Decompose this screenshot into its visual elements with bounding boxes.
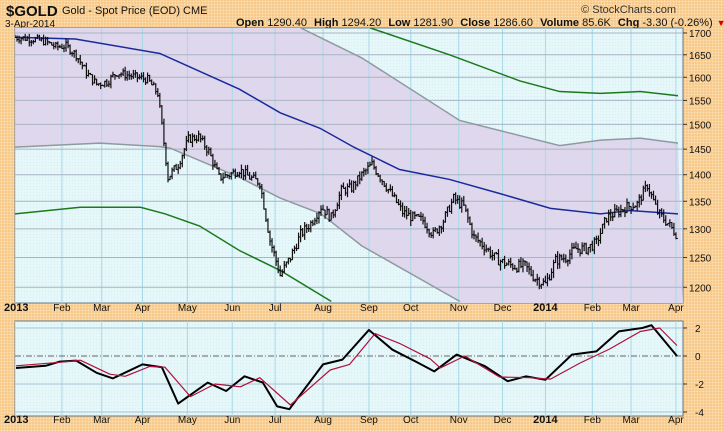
x-tick-label: 2013 (4, 302, 28, 314)
x-tick-label: May (178, 415, 197, 426)
x-tick-label: Apr (135, 415, 151, 426)
symbol: $GOLD (6, 3, 58, 20)
close-value: 1286.60 (493, 17, 534, 29)
lower-outer-band-line (15, 206, 332, 303)
y-tick-label: 1200 (689, 283, 712, 294)
x-tick-label: Oct (403, 303, 419, 314)
x-tick-label: Mar (93, 303, 111, 314)
y-tick-label: 1650 (689, 51, 712, 62)
x-tick-label: Jul (269, 303, 282, 314)
y-tick-label: 1500 (689, 120, 712, 131)
y-tick-label: 1300 (689, 225, 712, 236)
volume-value: 85.6K (582, 17, 611, 29)
x-tick-label: Dec (494, 415, 512, 426)
y-tick-label: -2 (695, 380, 704, 391)
upper-outer-band-line (369, 28, 679, 97)
chart-date: 3-Apr-2014 (5, 19, 56, 30)
open-label: Open (236, 17, 265, 29)
y-tick-label: -4 (695, 408, 704, 419)
low-label: Low (388, 17, 411, 29)
brand-logo[interactable]: © StockCharts.com (581, 4, 676, 16)
x-tick-label: Nov (450, 415, 468, 426)
open-value: 1290.40 (267, 17, 307, 29)
upper-inner-band-line (300, 28, 679, 147)
chg-value: -3.30 (-0.26%) (642, 17, 713, 29)
y-tick-label: 1700 (689, 29, 712, 40)
x-tick-label: Feb (584, 303, 602, 314)
high-value: 1294.20 (341, 17, 382, 29)
y-tick-label: 1400 (689, 171, 712, 182)
price-bar (673, 232, 678, 240)
x-tick-label: Aug (314, 415, 332, 426)
x-tick-label: May (178, 303, 197, 314)
x-tick-label: Oct (403, 415, 419, 426)
y-tick-label: 2 (695, 324, 701, 335)
x-tick-label: 2014 (533, 414, 558, 426)
x-tick-label: 2014 (533, 302, 558, 314)
low-value: 1281.90 (413, 17, 454, 29)
security-name: Gold - Spot Price (EOD) CME (62, 5, 208, 17)
center-line-line (15, 36, 679, 215)
x-tick-label: Mar (93, 415, 111, 426)
x-tick-label: Jun (224, 303, 240, 314)
volume-label: Volume (540, 17, 580, 29)
x-tick-label: Apr (668, 415, 684, 426)
x-tick-label: Mar (622, 303, 640, 314)
x-tick-label: Mar (622, 415, 640, 426)
oscillator-line (15, 324, 678, 411)
close-label: Close (460, 17, 491, 29)
signal-line (15, 327, 678, 406)
y-tick-label: 1250 (689, 253, 712, 264)
x-tick-label: Dec (494, 303, 512, 314)
y-tick-label: 0 (695, 352, 701, 363)
band-fill (15, 28, 683, 303)
x-tick-label: Sep (360, 303, 378, 314)
y-tick-label: 1550 (689, 96, 712, 107)
x-tick-label: Jul (269, 415, 282, 426)
x-tick-label: Feb (584, 415, 602, 426)
chg-label: Chg (617, 17, 640, 29)
x-tick-label: Feb (53, 415, 71, 426)
down-arrow-icon: ▼ (716, 18, 724, 28)
x-tick-label: Nov (450, 303, 468, 314)
x-tick-label: Jun (224, 415, 240, 426)
y-tick-label: 1350 (689, 197, 712, 208)
y-tick-label: 1450 (689, 145, 712, 156)
x-tick-label: Sep (360, 415, 378, 426)
x-tick-label: Apr (668, 303, 684, 314)
oscillator-panel (14, 320, 684, 417)
high-label: High (314, 17, 339, 29)
x-tick-label: 2013 (4, 414, 28, 426)
exchange: CME (183, 5, 208, 17)
y-tick-label: 1600 (689, 73, 712, 84)
quote-summary: Open 1290.40 High 1294.20 Low 1281.90 Cl… (236, 17, 724, 29)
x-tick-label: Feb (53, 303, 71, 314)
x-tick-label: Apr (135, 303, 151, 314)
name: Gold - Spot Price (EOD) (62, 5, 180, 17)
x-tick-label: Aug (314, 303, 332, 314)
